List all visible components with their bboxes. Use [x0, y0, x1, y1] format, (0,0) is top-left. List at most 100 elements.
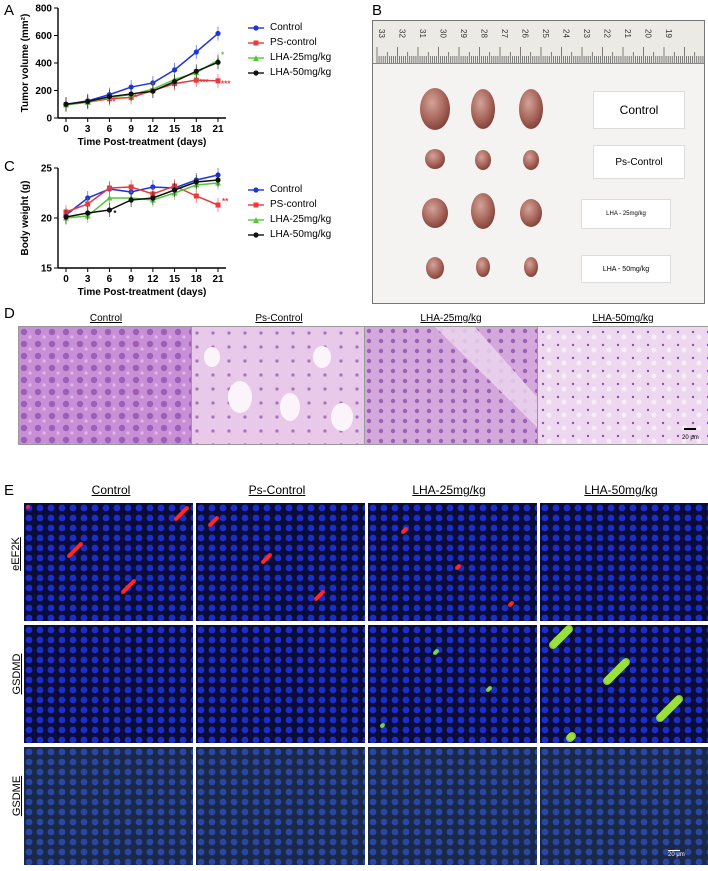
- data-point: [215, 59, 221, 65]
- tumor: [420, 88, 450, 130]
- legend-label: PS-control: [270, 37, 317, 48]
- gsdme-tint: [24, 747, 193, 865]
- legend-item: LHA-25mg/kg: [248, 50, 331, 65]
- marker-signal: [603, 677, 611, 685]
- tumor-label-lha25: LHA - 25mg/kg: [581, 199, 671, 229]
- fluorescence-texture: [196, 503, 365, 621]
- data-point: [106, 195, 113, 201]
- data-point: [171, 187, 178, 193]
- ruler-number: 30: [439, 29, 448, 38]
- fluorescence-image: [196, 625, 365, 743]
- marker-signal: [261, 560, 265, 564]
- legend-item: Control: [248, 20, 331, 35]
- data-point: [128, 197, 134, 203]
- nuclei: [24, 503, 193, 621]
- marker-signal: [121, 590, 125, 594]
- data-point: [215, 202, 221, 208]
- fluor-title-control: Control: [91, 483, 131, 497]
- series-line: [65, 32, 219, 105]
- y-axis-label: Body weight (g): [20, 181, 31, 256]
- nuclei: [196, 503, 365, 621]
- marker-signal: [208, 523, 212, 527]
- legend-a: Control PS-control LHA-25mg/kg LHA-50mg/…: [248, 20, 331, 80]
- data-point: [171, 67, 178, 73]
- series-line: [65, 61, 219, 105]
- nuclei: [24, 747, 193, 865]
- y-tick-label: 25: [41, 164, 53, 175]
- data-point: [150, 195, 156, 201]
- nuclei: [196, 625, 365, 743]
- fluor-scale-label: 20 μm: [668, 852, 685, 858]
- nuclei: [540, 625, 708, 743]
- significance-mark: **: [222, 197, 229, 206]
- x-tick-label: 12: [147, 274, 159, 285]
- panel-label-c: C: [4, 158, 15, 175]
- legend-item: PS-control: [248, 197, 331, 212]
- tumor-row-ps-control: [425, 149, 539, 170]
- nuclei: [540, 747, 708, 865]
- histology-texture: 20 μm: [538, 327, 708, 444]
- fluor-title-ps-control: Ps-Control: [248, 483, 306, 497]
- data-point: [171, 78, 178, 85]
- data-point: [215, 177, 221, 183]
- data-point: [106, 185, 112, 191]
- legend-label: Control: [270, 184, 303, 195]
- tumor: [425, 149, 445, 169]
- legend-item: Control: [248, 182, 331, 197]
- nuclei: [24, 625, 193, 743]
- fluorescence-image: [540, 503, 708, 621]
- legend-item: LHA-50mg/kg: [248, 227, 331, 242]
- gsdme-tint: [196, 747, 365, 865]
- marker-signal: [401, 530, 405, 534]
- data-point: [193, 179, 199, 185]
- data-point: [128, 184, 134, 190]
- x-tick-label: 21: [212, 274, 224, 285]
- legend-item: LHA-50mg/kg: [248, 65, 331, 80]
- ruler-number: 19: [664, 29, 673, 38]
- fluor-row-label-gsdmd: GSDMD: [11, 653, 23, 695]
- ruler-number: 23: [582, 29, 591, 38]
- y-tick-label: 600: [35, 31, 52, 42]
- y-tick-label: 400: [35, 59, 52, 70]
- histology-title-lha25: LHA-25mg/kg: [420, 313, 482, 324]
- marker-signal: [549, 641, 557, 649]
- marker-signal: [486, 688, 490, 692]
- data-point: [215, 30, 221, 37]
- x-tick-label: 6: [107, 124, 113, 135]
- ruler-number: 24: [562, 29, 571, 38]
- ruler-number: 32: [398, 29, 407, 38]
- tumor-row-control: [420, 88, 543, 130]
- y-axis-label: Tumor volume (mm²): [20, 14, 31, 113]
- ruler-number: 20: [644, 29, 653, 38]
- fluorescence-texture: [368, 503, 537, 621]
- histology-title-lha50: LHA-50mg/kg: [592, 313, 654, 324]
- x-tick-label: 21: [212, 124, 224, 135]
- histology-scale-label: 20 μm: [682, 435, 699, 441]
- fluorescence-texture: [196, 625, 365, 743]
- ruler-number: 25: [541, 29, 550, 38]
- fluor-row-label-eef2k: eEF2K: [10, 537, 22, 571]
- ruler-ticks: 33 32 31 30 29 28 27 26 25 24 23 22 21 20 19: [376, 29, 704, 63]
- tumor: [471, 89, 495, 129]
- data-point: [85, 210, 91, 216]
- tumor-label-ps-control: Ps-Control: [593, 145, 685, 179]
- fluorescence-texture: [24, 503, 193, 621]
- data-point: [193, 77, 199, 83]
- significance-mark: *: [113, 209, 117, 218]
- marker-signal: [67, 554, 71, 558]
- tumor-label-lha50: LHA - 50mg/kg: [581, 255, 671, 283]
- fluorescence-image: [368, 625, 537, 743]
- marker-signal: [508, 603, 512, 607]
- marker-signal: [26, 505, 30, 509]
- y-tick-label: 15: [41, 264, 53, 275]
- significance-mark: *: [221, 51, 225, 60]
- ruler-number: 21: [623, 29, 632, 38]
- tumor: [523, 150, 539, 170]
- fluorescence-texture: [368, 625, 537, 743]
- marker-signal: [656, 714, 664, 722]
- nuclei: [196, 747, 365, 865]
- ruler-number: 31: [418, 29, 427, 38]
- x-axis-label: Time Post-treatment (days): [78, 287, 207, 298]
- marker-signal: [380, 724, 384, 728]
- histology-title-ps-control: Ps-Control: [255, 313, 303, 324]
